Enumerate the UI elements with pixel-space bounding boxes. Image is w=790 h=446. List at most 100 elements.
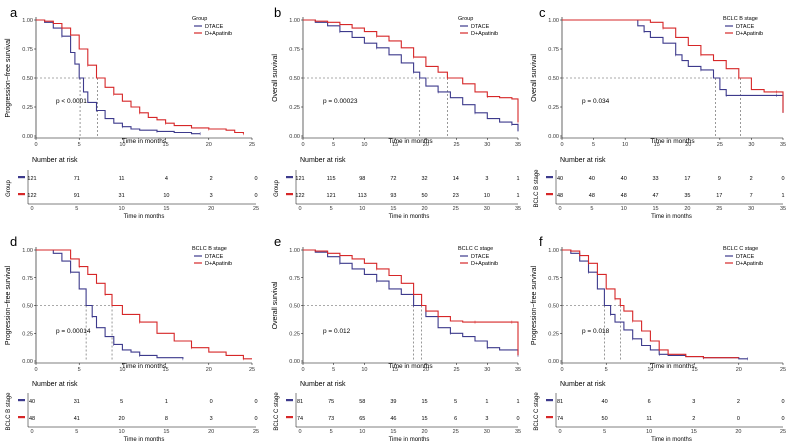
x-tick-label: 15 (654, 142, 660, 148)
panel-letter: c (539, 5, 546, 20)
risk-count: 3 (210, 416, 213, 422)
risk-x-tick-label: 35 (515, 206, 521, 212)
risk-table-y-title: Group (6, 180, 12, 197)
risk-count: 74 (297, 416, 303, 422)
risk-x-tick-label: 5 (603, 429, 606, 435)
risk-x-tick-label: 20 (208, 206, 214, 212)
y-tick-label: 1.00 (22, 248, 33, 254)
risk-count: 15 (422, 416, 428, 422)
panel-letter: b (274, 5, 281, 20)
risk-x-tick-label: 20 (422, 429, 428, 435)
survival-curve-dtace (36, 249, 184, 359)
risk-x-tick-label: 10 (119, 429, 125, 435)
risk-count: 46 (390, 416, 396, 422)
risk-x-tick-label: 15 (390, 429, 396, 435)
panel-letter: a (10, 5, 18, 20)
y-tick-label: 1.00 (289, 248, 300, 254)
risk-count: 50 (602, 416, 608, 422)
risk-row-swatch (286, 193, 293, 196)
risk-row-swatch (286, 176, 293, 179)
risk-count: 113 (358, 193, 367, 199)
risk-count: 75 (328, 399, 334, 405)
risk-count: 98 (359, 176, 365, 182)
risk-count: 6 (648, 399, 651, 405)
risk-x-tick-label: 5 (75, 206, 78, 212)
survival-curve-dtace (303, 19, 519, 132)
risk-count: 2 (692, 416, 695, 422)
panel-a: a Progression−free survival 0.00 0.25 0.50 0.… (5, 5, 259, 220)
risk-count: 0 (254, 416, 257, 422)
y-tick-label: 0.00 (548, 134, 559, 140)
x-tick-label: 20 (736, 367, 742, 373)
risk-table-y-title: BCLC C stage (274, 392, 280, 431)
x-tick-label: 10 (119, 142, 125, 148)
y-tick-label: 0.25 (289, 331, 300, 337)
risk-table-title: Number at risk (560, 381, 606, 388)
x-tick-label: 20 (206, 142, 212, 148)
x-tick-label: 10 (622, 142, 628, 148)
x-tick-label: 15 (163, 142, 169, 148)
risk-table-y-title: BCLC B stage (6, 392, 12, 431)
y-tick-label: 0.00 (548, 359, 559, 365)
p-value-label: p = 0.00023 (323, 98, 358, 105)
risk-x-tick-label: 15 (163, 429, 169, 435)
x-tick-label: 0 (34, 142, 37, 148)
x-tick-label: 10 (361, 367, 367, 373)
risk-count: 72 (390, 176, 396, 182)
risk-x-tick-label: 0 (298, 206, 301, 212)
risk-table-y-title: BCLC C stage (534, 392, 540, 431)
risk-count: 50 (422, 193, 428, 199)
x-tick-label: 20 (423, 367, 429, 373)
y-tick-label: 0.25 (22, 105, 33, 111)
risk-count: 10 (484, 193, 490, 199)
risk-row-swatch (18, 193, 25, 196)
risk-count: 48 (29, 416, 35, 422)
risk-table-title: Number at risk (560, 157, 606, 164)
risk-x-tick-label: 10 (119, 206, 125, 212)
risk-count: 48 (557, 193, 563, 199)
risk-x-tick-label: 20 (684, 206, 690, 212)
survival-curve-apatinib (562, 19, 784, 113)
risk-count: 0 (781, 416, 784, 422)
survival-curve-dtace (562, 249, 748, 360)
x-tick-label: 25 (780, 367, 786, 373)
risk-row-swatch (546, 399, 553, 402)
x-tick-label: 25 (717, 142, 723, 148)
risk-count: 0 (254, 193, 257, 199)
risk-row-swatch (18, 176, 25, 179)
risk-count: 0 (737, 416, 740, 422)
risk-x-tick-label: 30 (748, 206, 754, 212)
x-tick-label: 20 (423, 142, 429, 148)
y-axis-title: Progression−free survival (5, 265, 12, 345)
risk-count: 7 (750, 193, 753, 199)
risk-count: 0 (254, 399, 257, 405)
risk-count: 32 (422, 176, 428, 182)
risk-x-tick-label: 10 (359, 206, 365, 212)
risk-table-title: Number at risk (300, 381, 346, 388)
x-tick-label: 25 (249, 142, 255, 148)
risk-count: 40 (602, 399, 608, 405)
risk-count: 71 (74, 176, 80, 182)
risk-count: 1 (516, 193, 519, 199)
risk-count: 23 (453, 193, 459, 199)
risk-count: 0 (781, 399, 784, 405)
risk-count: 73 (328, 416, 334, 422)
risk-count: 14 (453, 176, 459, 182)
y-tick-label: 1.00 (548, 248, 559, 254)
y-axis-title: Overall survival (272, 54, 279, 102)
risk-count: 0 (210, 399, 213, 405)
y-tick-label: 0.75 (22, 276, 33, 282)
y-tick-label: 0.00 (289, 134, 300, 140)
legend-label: D+Apatinib (471, 31, 498, 37)
x-tick-label: 15 (392, 367, 398, 373)
y-tick-label: 1.00 (548, 18, 559, 24)
x-tick-label: 0 (301, 367, 304, 373)
risk-row-swatch (18, 399, 25, 402)
x-axis-title: Time in months (122, 138, 167, 145)
y-tick-label: 0.50 (289, 304, 300, 310)
risk-x-tick-label: 10 (359, 429, 365, 435)
risk-table-y-title: Group (274, 180, 280, 197)
y-tick-label: 0.75 (548, 47, 559, 53)
p-value-label: p = 0.034 (582, 98, 610, 105)
risk-count: 115 (327, 176, 336, 182)
